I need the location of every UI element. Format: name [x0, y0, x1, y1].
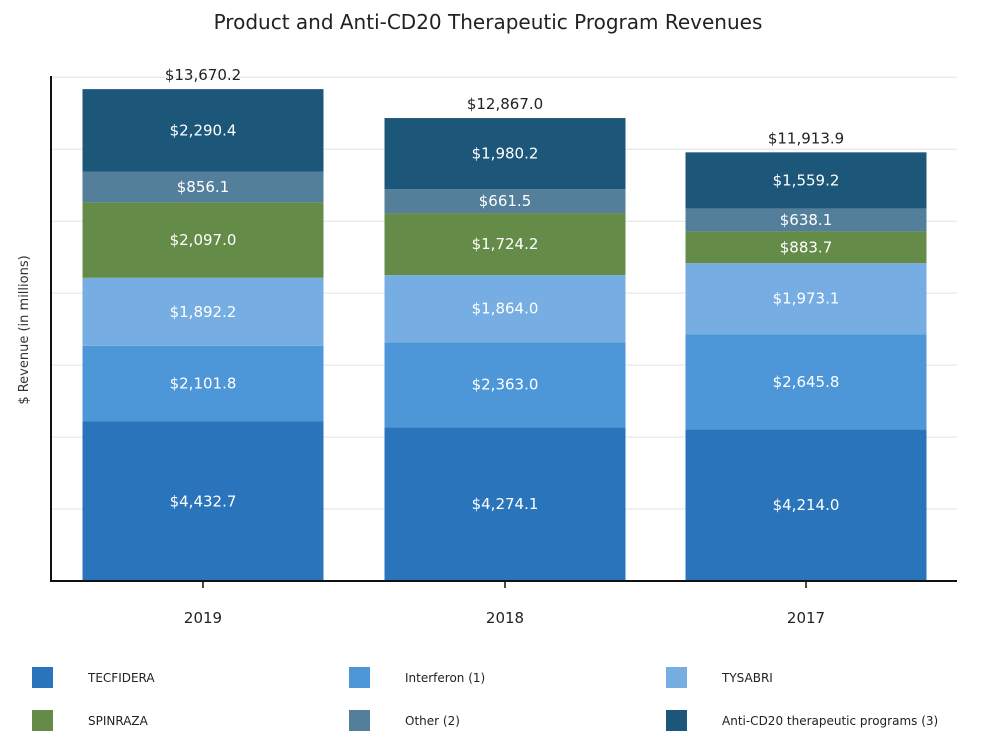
- segment-value-label: $661.5: [479, 192, 532, 210]
- legend-label: Other (2): [405, 714, 460, 728]
- chart-title: Product and Anti-CD20 Therapeutic Progra…: [214, 10, 763, 34]
- legend-item: Other (2): [349, 710, 460, 731]
- bar-segment: [384, 275, 626, 343]
- legend-label: TYSABRI: [721, 671, 773, 685]
- segment-value-label: $4,274.1: [472, 495, 539, 513]
- bar-segment: [685, 334, 927, 430]
- bar-group-2017: $4,214.0 $2,645.8 $1,973.1 $883.7 $638.1 $1,5…: [685, 129, 927, 581]
- bar-segment: [384, 118, 626, 190]
- legend-item: Anti-CD20 therapeutic programs (3): [666, 710, 938, 731]
- segment-value-label: $1,724.2: [472, 235, 539, 253]
- bars: $4,432.7 $2,101.8 $1,892.2 $2,097.0 $856.1 $2…: [82, 66, 927, 581]
- bar-segment: [82, 277, 324, 346]
- bar-group-2019: $4,432.7 $2,101.8 $1,892.2 $2,097.0 $856.1 $2…: [82, 66, 324, 581]
- legend-swatch: [32, 667, 53, 688]
- bar-segment: [82, 171, 324, 203]
- bar-segment: [384, 342, 626, 428]
- bar-segment: [82, 345, 324, 422]
- segment-value-label: $1,864.0: [472, 300, 539, 318]
- legend-label: Interferon (1): [405, 671, 485, 685]
- segment-value-label: $4,432.7: [170, 492, 237, 510]
- segment-value-label: $1,980.2: [472, 145, 539, 163]
- legend-item: TECFIDERA: [32, 667, 155, 688]
- legend-swatch: [349, 667, 370, 688]
- bar-segment: [82, 421, 324, 581]
- segment-value-label: $883.7: [780, 238, 833, 256]
- segment-value-label: $2,097.0: [170, 231, 237, 249]
- axes: 2019 2018 2017: [50, 76, 957, 627]
- segment-value-label: $2,645.8: [773, 373, 840, 391]
- legend-label: Anti-CD20 therapeutic programs (3): [722, 714, 938, 728]
- bar-segment: [685, 231, 927, 264]
- legend-swatch: [349, 710, 370, 731]
- x-tick-label: 2017: [787, 609, 825, 627]
- bar-segment: [82, 89, 324, 172]
- bar-group-2018: $4,274.1 $2,363.0 $1,864.0 $1,724.2 $661.5 $1…: [384, 95, 626, 581]
- bar-segment: [384, 427, 626, 581]
- segment-value-label: $1,973.1: [773, 290, 840, 308]
- legend-item: TYSABRI: [666, 667, 773, 688]
- y-axis-label: $ Revenue (in millions): [17, 255, 32, 404]
- segment-value-label: $2,101.8: [170, 375, 237, 393]
- legend: TECFIDERA Interferon (1) TYSABRI SPINRAZA Ot…: [32, 667, 938, 731]
- bar-segment: [685, 208, 927, 232]
- segment-value-label: $638.1: [780, 211, 833, 229]
- legend-swatch: [666, 710, 687, 731]
- legend-swatch: [666, 667, 687, 688]
- bar-segment: [685, 263, 927, 335]
- segment-value-label: $2,363.0: [472, 376, 539, 394]
- legend-label: SPINRAZA: [88, 714, 149, 728]
- bar-segment: [384, 213, 626, 276]
- total-value-label: $13,670.2: [165, 66, 241, 84]
- legend-swatch: [32, 710, 53, 731]
- x-tick-label: 2019: [184, 609, 222, 627]
- bar-segment: [685, 152, 927, 209]
- segment-value-label: $856.1: [177, 178, 230, 196]
- segment-value-label: $1,559.2: [773, 171, 840, 189]
- legend-item: Interferon (1): [349, 667, 485, 688]
- legend-label: TECFIDERA: [87, 671, 155, 685]
- total-value-label: $12,867.0: [467, 95, 543, 113]
- segment-value-label: $1,892.2: [170, 303, 237, 321]
- segment-value-label: $2,290.4: [170, 121, 237, 139]
- bar-segment: [82, 202, 324, 278]
- legend-item: SPINRAZA: [32, 710, 149, 731]
- total-value-label: $11,913.9: [768, 129, 844, 147]
- bar-segment: [685, 429, 927, 581]
- x-tick-label: 2018: [486, 609, 524, 627]
- bar-segment: [384, 189, 626, 214]
- segment-value-label: $4,214.0: [773, 496, 840, 514]
